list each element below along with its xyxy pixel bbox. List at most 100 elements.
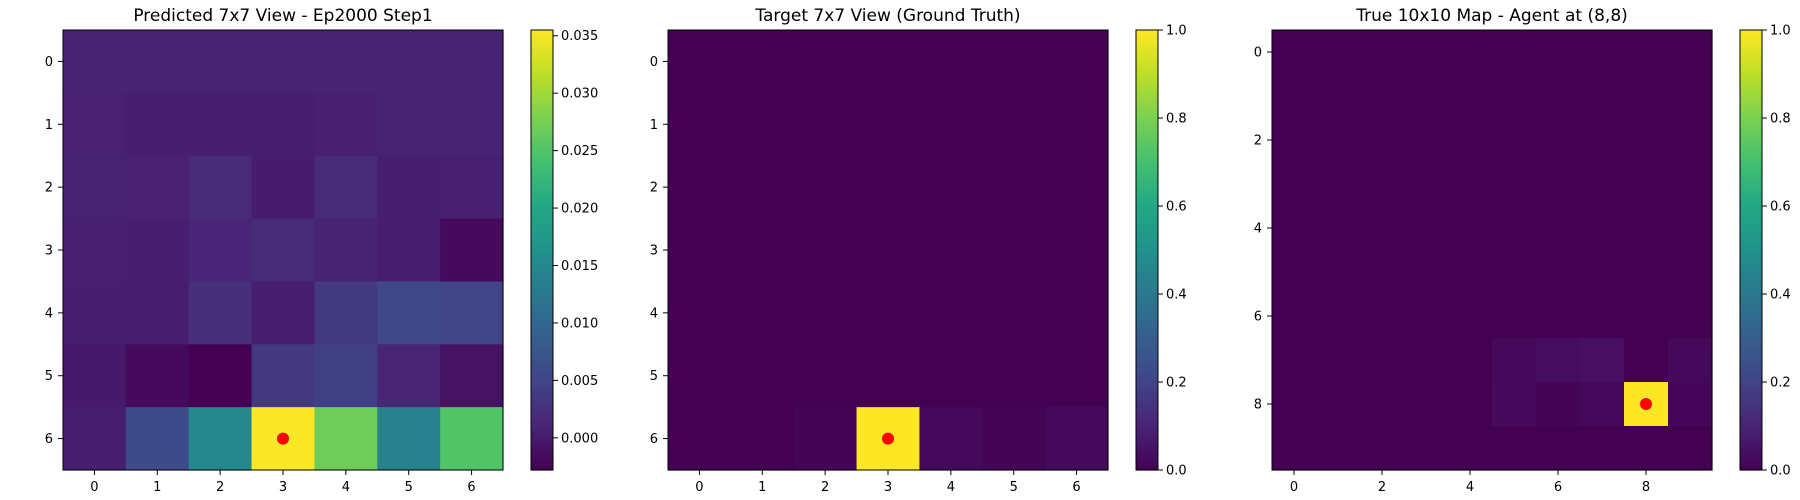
heatmap-cell <box>1045 218 1109 283</box>
heatmap-cell <box>1045 155 1109 220</box>
colorbar-tick-label: 0.015 <box>561 259 598 274</box>
colorbar-segment <box>531 466 553 471</box>
heatmap-cell <box>188 30 253 94</box>
heatmap-cell <box>251 344 316 408</box>
colorbar-segment <box>1740 63 1762 68</box>
colorbar-segment <box>531 107 553 112</box>
agent-marker <box>882 432 894 445</box>
colorbar-tick-label: 0.6 <box>1770 200 1791 215</box>
colorbar-segment <box>1740 283 1762 288</box>
colorbar-segment <box>1136 103 1158 108</box>
heatmap-cell <box>1272 206 1317 251</box>
colorbar-tick-label: 0.010 <box>561 316 598 331</box>
colorbar-segment <box>531 231 553 236</box>
heatmap-cell <box>1624 162 1669 207</box>
colorbar-segment <box>1136 52 1158 57</box>
colorbar-segment <box>1136 88 1158 93</box>
heatmap-cell <box>440 344 504 408</box>
heatmap-cell <box>1492 338 1537 383</box>
colorbar-segment <box>1136 209 1158 214</box>
colorbar-segment <box>1740 334 1762 339</box>
heatmap-cell <box>440 92 504 157</box>
heatmap-cell <box>1580 118 1625 163</box>
colorbar-segment <box>1136 308 1158 313</box>
colorbar-segment <box>531 363 553 368</box>
heatmap-cell <box>1580 426 1625 471</box>
colorbar-segment <box>1740 55 1762 60</box>
colorbar-segment <box>1740 422 1762 427</box>
heatmap-cell <box>1492 74 1537 119</box>
colorbar-segment <box>1740 444 1762 449</box>
heatmap-cell <box>1272 162 1317 207</box>
colorbar: 0.0 0.2 0.4 0.6 0.8 1.0 <box>1739 24 1791 479</box>
colorbar-segment <box>1740 385 1762 390</box>
heatmap-cell <box>377 92 441 157</box>
heatmap-cell <box>1536 294 1581 339</box>
y-tick-label: 0 <box>650 55 658 70</box>
colorbar-segment <box>531 338 553 343</box>
heatmap-cell <box>668 344 732 408</box>
colorbar-segment <box>531 308 553 313</box>
y-tick-label: 2 <box>650 181 658 196</box>
heatmap-cell <box>919 155 983 220</box>
colorbar-segment <box>1136 272 1158 277</box>
colorbar-segment <box>531 55 553 60</box>
colorbar-segment <box>531 81 553 86</box>
heatmap-cell <box>1404 250 1449 295</box>
colorbar-tick-label: 0.0 <box>1166 464 1187 479</box>
colorbar-segment <box>1136 195 1158 200</box>
colorbar-segment <box>1136 334 1158 339</box>
colorbar-segment <box>1136 338 1158 343</box>
colorbar-segment <box>531 448 553 453</box>
colorbar-segment <box>1740 206 1762 211</box>
heatmap-cell <box>1045 92 1109 157</box>
colorbar-segment <box>531 191 553 196</box>
heatmap-cell <box>919 281 983 345</box>
heatmap-cell <box>314 281 378 345</box>
colorbar-segment <box>1136 367 1158 372</box>
heatmap-cell <box>1580 382 1625 427</box>
heatmap-cell <box>125 281 190 345</box>
heatmap-cell <box>730 218 795 283</box>
heatmap-cell <box>377 281 441 345</box>
colorbar-segment <box>1136 371 1158 376</box>
heatmap-cell <box>1448 30 1493 75</box>
heatmap-cell <box>1272 30 1317 75</box>
heatmap-cell <box>1624 338 1669 383</box>
colorbar-segment <box>531 217 553 222</box>
heatmap-cell <box>1316 162 1361 207</box>
colorbar-segment <box>1136 356 1158 361</box>
colorbar-segment <box>1136 378 1158 383</box>
colorbar-segment <box>531 389 553 394</box>
colorbar-segment <box>531 85 553 90</box>
heatmap-cell <box>125 218 190 283</box>
y-tick-label: 2 <box>45 181 53 196</box>
colorbar-segment <box>531 327 553 332</box>
chart-title: Predicted 7x7 View - Ep2000 Step1 <box>133 6 432 26</box>
heatmap-cell <box>1045 344 1109 408</box>
colorbar-segment <box>1136 283 1158 288</box>
colorbar-segment <box>1136 459 1158 464</box>
heatmap-cell <box>1404 426 1449 471</box>
heatmap-cell <box>1624 294 1669 339</box>
colorbar-segment <box>1136 165 1158 170</box>
heatmap-cell <box>1360 250 1405 295</box>
colorbar-segment <box>1136 305 1158 310</box>
colorbar-segment <box>1136 462 1158 467</box>
heatmap-cell <box>1668 382 1713 427</box>
heatmap-cell <box>1448 426 1493 471</box>
heatmap-cell <box>1316 338 1361 383</box>
colorbar-segment <box>531 261 553 266</box>
heatmap-cell <box>982 92 1046 157</box>
colorbar-segment <box>1740 239 1762 244</box>
colorbar-segment <box>1136 393 1158 398</box>
colorbar-segment <box>1740 33 1762 38</box>
colorbar-segment <box>531 33 553 38</box>
heatmap-cell <box>1492 118 1537 163</box>
colorbar-segment <box>531 319 553 324</box>
heatmap-cell <box>1316 74 1361 119</box>
colorbar-segment <box>1740 81 1762 86</box>
colorbar-segment <box>1740 48 1762 53</box>
heatmap-cell <box>919 92 983 157</box>
colorbar-segment <box>1740 129 1762 134</box>
